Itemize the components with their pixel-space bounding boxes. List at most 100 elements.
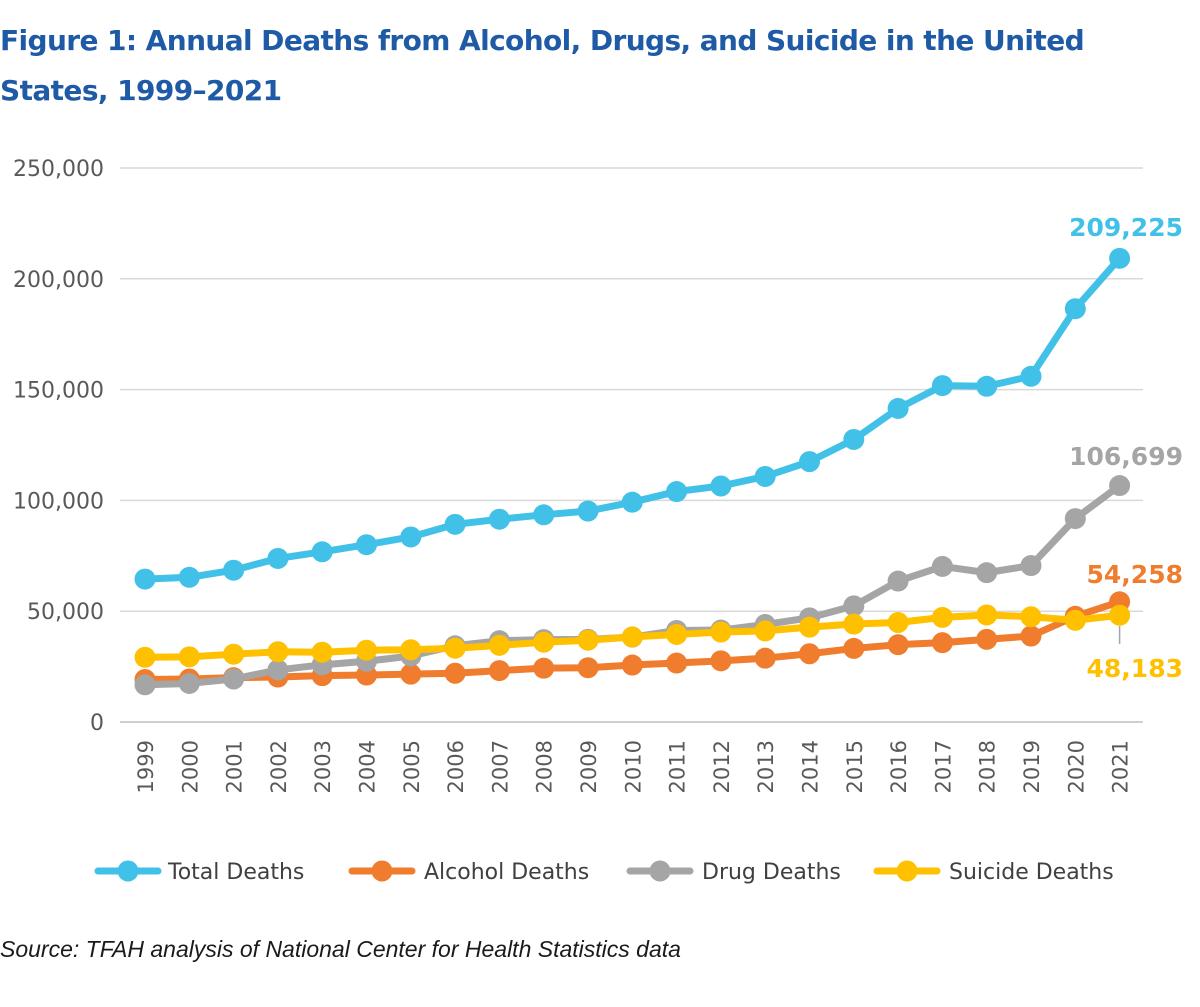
data-point — [887, 397, 909, 419]
x-tick-label: 2002 — [267, 740, 291, 793]
legend-label: Alcohol Deaths — [424, 860, 589, 885]
data-point — [754, 647, 776, 669]
legend-swatch-marker — [117, 860, 139, 882]
data-point — [400, 663, 422, 685]
data-point — [134, 646, 156, 668]
data-point — [1064, 609, 1086, 631]
data-point — [178, 566, 200, 588]
data-point — [887, 570, 909, 592]
x-tick-label: 2007 — [488, 740, 512, 793]
data-point — [843, 637, 865, 659]
data-point — [134, 674, 156, 696]
data-point — [223, 643, 245, 665]
data-point — [843, 613, 865, 635]
x-tick-label: 2005 — [400, 740, 424, 793]
data-point — [134, 568, 156, 590]
data-point — [311, 641, 333, 663]
x-tick-label: 2012 — [710, 740, 734, 793]
data-point — [400, 526, 422, 548]
data-point — [267, 659, 289, 681]
end-label-suicide-deaths: 48,183 — [1087, 654, 1183, 683]
data-point — [931, 632, 953, 654]
legend-item-drug-deaths: Drug Deaths — [626, 860, 841, 885]
y-tick-label: 0 — [90, 711, 104, 736]
x-tick-label: 2018 — [976, 740, 1000, 793]
x-tick-label: 2019 — [1020, 740, 1044, 793]
data-point — [178, 672, 200, 694]
data-point — [533, 631, 555, 653]
data-point — [666, 481, 688, 503]
end-label-drug-deaths: 106,699 — [1069, 442, 1183, 471]
x-tick-label: 2013 — [754, 740, 778, 793]
data-point — [488, 508, 510, 530]
y-tick-label: 100,000 — [13, 489, 104, 514]
legend: Total Deaths Alcohol Deaths Drug Deaths Sui… — [94, 860, 1114, 885]
data-point — [976, 628, 998, 650]
data-point — [799, 616, 820, 638]
data-point — [976, 604, 998, 626]
y-tick-label: 200,000 — [13, 268, 104, 293]
data-point — [666, 652, 688, 674]
data-point — [887, 634, 909, 656]
data-point — [267, 547, 289, 569]
legend-label: Suicide Deaths — [949, 860, 1114, 885]
data-point — [976, 562, 998, 584]
y-tick-label: 250,000 — [13, 157, 104, 182]
x-tick-label: 2008 — [533, 740, 557, 793]
data-point — [754, 465, 776, 487]
x-tick-label: 1999 — [134, 740, 158, 793]
data-point — [976, 375, 998, 397]
legend-swatch-marker — [649, 860, 671, 882]
x-tick-label: 2011 — [666, 740, 690, 793]
data-point — [931, 606, 953, 628]
x-tick-label: 2009 — [577, 740, 601, 793]
legend-swatch-marker — [371, 860, 393, 882]
x-tick-label: 2021 — [1109, 740, 1133, 793]
data-point — [799, 643, 820, 665]
x-tick-label: 2020 — [1064, 740, 1088, 793]
x-tick-label: 2000 — [178, 740, 202, 793]
x-tick-label: 2015 — [843, 740, 867, 793]
data-point — [223, 559, 245, 581]
data-point — [178, 646, 200, 668]
legend-item-total-deaths: Total Deaths — [94, 860, 304, 885]
data-point — [621, 654, 643, 676]
legend-item-alcohol-deaths: Alcohol Deaths — [348, 860, 589, 885]
data-point — [444, 662, 466, 684]
data-point — [356, 639, 377, 661]
end-label-total-deaths: 209,225 — [1069, 213, 1183, 242]
data-point — [1064, 298, 1086, 320]
x-tick-label: 2016 — [887, 740, 911, 793]
y-tick-label: 50,000 — [27, 600, 104, 625]
x-tick-label: 2017 — [931, 740, 955, 793]
series-total-deaths — [134, 247, 1131, 590]
data-point — [488, 634, 510, 656]
data-point — [931, 375, 953, 397]
data-point — [488, 660, 510, 682]
data-point — [931, 555, 953, 577]
legend-item-suicide-deaths: Suicide Deaths — [873, 860, 1114, 885]
data-point — [356, 534, 377, 556]
data-point — [1020, 555, 1042, 577]
data-point — [799, 451, 820, 473]
data-point — [1064, 508, 1086, 530]
y-tick-label: 150,000 — [13, 379, 104, 404]
data-point — [710, 475, 732, 497]
data-point — [1109, 475, 1131, 497]
data-point — [311, 541, 333, 563]
data-point — [533, 504, 555, 526]
x-tick-label: 2014 — [799, 740, 823, 793]
data-point — [887, 612, 909, 634]
data-point — [533, 657, 555, 679]
data-point — [444, 513, 466, 535]
series-line — [141, 254, 1124, 583]
legend-label: Total Deaths — [167, 860, 304, 885]
x-tick-label: 2001 — [223, 740, 247, 793]
x-axis-ticks: 1999 2000 2001 2002 2003 2004 2005 2006 2007 2008… — [134, 740, 1133, 793]
y-axis-ticks: 0 50,000 100,000 150,000 200,000 250,000 — [13, 157, 104, 736]
data-point — [666, 623, 688, 645]
data-point — [710, 621, 732, 643]
series-suicide-deaths — [134, 604, 1131, 668]
legend-swatch-marker — [896, 860, 918, 882]
